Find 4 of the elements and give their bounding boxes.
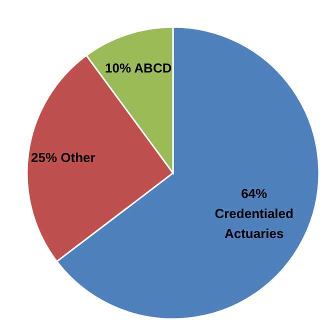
slice-label: Credentialed Actuaries [214,206,294,241]
slice-label: 10% ABCD [105,60,172,76]
slice-label: 25% Other [31,150,96,165]
data-label: 64% [241,186,268,201]
